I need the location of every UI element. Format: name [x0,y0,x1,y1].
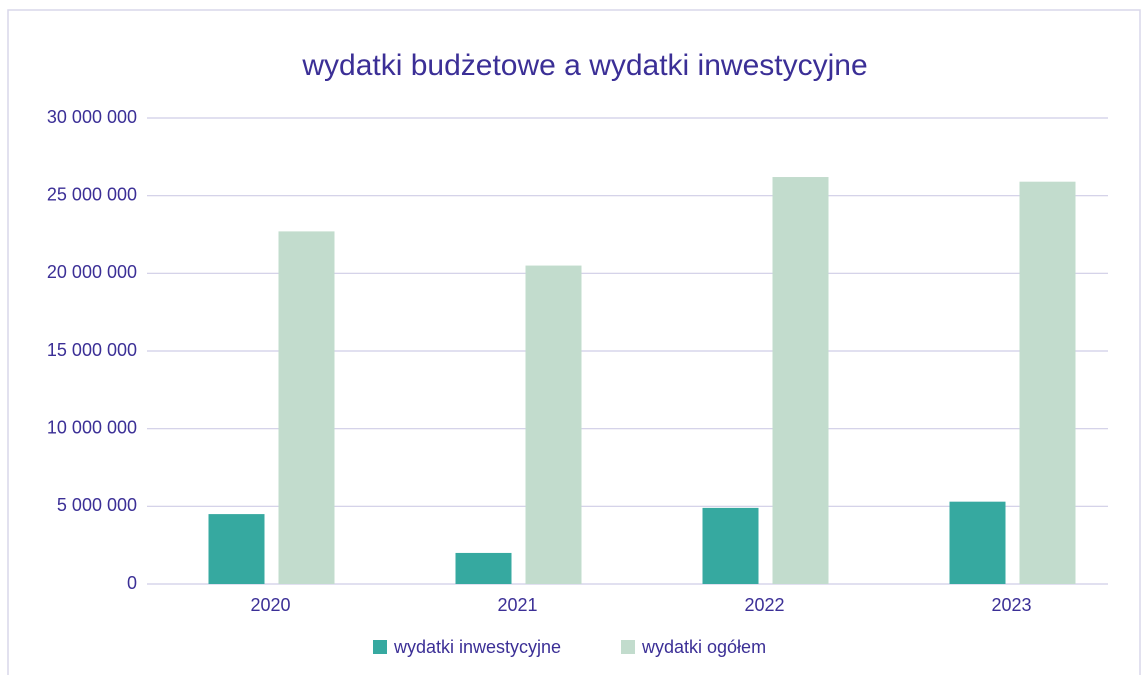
bar [949,501,1006,584]
x-tick-label: 2020 [250,595,290,615]
legend-label: wydatki ogółem [641,637,766,657]
y-tick-label: 25 000 000 [47,184,137,204]
chart-title: wydatki budżetowe a wydatki inwestycyjne [301,49,867,82]
x-tick-label: 2022 [744,595,784,615]
legend-swatch [373,640,387,654]
y-tick-label: 30 000 000 [47,107,137,127]
y-tick-label: 15 000 000 [47,340,137,360]
y-tick-label: 10 000 000 [47,417,137,437]
y-tick-label: 5 000 000 [57,495,137,515]
bar [1019,181,1076,585]
bar [525,265,582,584]
legend-swatch [621,640,635,654]
x-tick-label: 2021 [497,595,537,615]
y-tick-label: 20 000 000 [47,262,137,282]
bar [278,231,335,585]
bar [208,514,265,584]
bar [455,552,512,584]
bar [772,177,829,584]
legend-label: wydatki inwestycyjne [393,637,561,657]
y-tick-label: 0 [127,573,137,593]
x-tick-label: 2023 [991,595,1031,615]
bar [702,507,759,584]
